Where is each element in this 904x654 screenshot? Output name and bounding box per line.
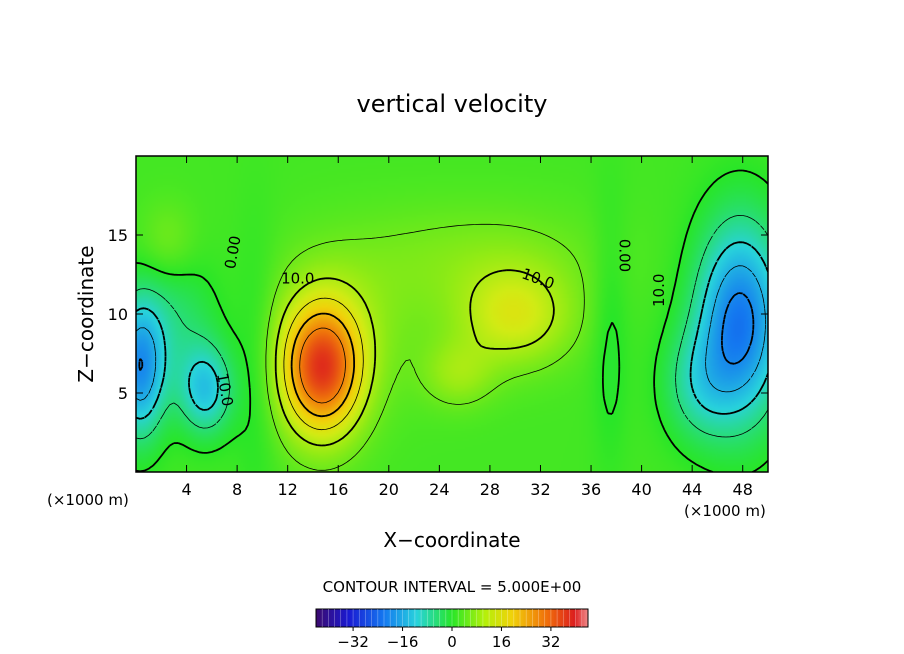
x-axis-label: X−coordinate xyxy=(383,528,520,552)
contour-lines xyxy=(136,169,768,472)
y-tick-label: 5 xyxy=(118,384,128,403)
x-tick-label: 32 xyxy=(530,480,550,499)
x-tick-label: 12 xyxy=(278,480,298,499)
x-tick-label: 8 xyxy=(232,480,242,499)
contour-line xyxy=(136,241,768,420)
x-tick-label: 36 xyxy=(581,480,601,499)
contour-label: 0.00 xyxy=(615,239,633,272)
x-unit-right: (×1000 m) xyxy=(684,502,766,520)
y-tick-label: 15 xyxy=(108,226,128,245)
contour-line xyxy=(283,297,364,431)
x-tick-label: 4 xyxy=(181,480,191,499)
contour-line xyxy=(299,327,346,404)
colorbar-stripes xyxy=(321,609,583,627)
x-tick-label: 16 xyxy=(328,480,348,499)
contour-line xyxy=(138,292,755,371)
x-tick-label: 44 xyxy=(682,480,702,499)
colorbar-ticks: −32 −16 0 16 32 xyxy=(337,627,560,651)
contour-label: 10.0 xyxy=(213,372,237,408)
y-axis: 5 10 15 xyxy=(108,226,768,403)
x-tick-label: 40 xyxy=(631,480,651,499)
x-axis: 4 8 12 16 20 24 28 32 36 40 44 48 xyxy=(181,156,753,499)
contour-line xyxy=(274,269,555,447)
colorbar-tick-label: 0 xyxy=(447,633,457,651)
x-tick-label: 24 xyxy=(429,480,449,499)
contour-line xyxy=(136,265,766,401)
colorbar-tick-label: −16 xyxy=(387,633,419,651)
x-tick-label: 48 xyxy=(733,480,753,499)
contour-line xyxy=(290,312,355,418)
contour-interval-label: CONTOUR INTERVAL = 5.000E+00 xyxy=(323,578,582,596)
contour-line xyxy=(265,223,585,471)
contour-label: 10.0 xyxy=(281,270,314,288)
velocity-field xyxy=(136,156,768,472)
contour-line xyxy=(136,169,768,472)
y-axis-label: Z−coordinate xyxy=(74,245,98,382)
colorbar-tick-label: −32 xyxy=(337,633,369,651)
colorbar-tick-label: 32 xyxy=(541,633,560,651)
chart-title: vertical velocity xyxy=(357,90,548,118)
colorbar: −32 −16 0 16 32 xyxy=(315,608,589,651)
x-tick-label: 28 xyxy=(480,480,500,499)
plot-area xyxy=(136,156,768,472)
contour-label: 10.0 xyxy=(650,274,668,307)
x-unit-left: (×1000 m) xyxy=(47,491,129,509)
contour-line xyxy=(136,215,768,440)
y-tick-label: 10 xyxy=(108,305,128,324)
colorbar-tick-label: 16 xyxy=(492,633,511,651)
x-tick-label: 20 xyxy=(379,480,399,499)
contour-label: 0.00 xyxy=(221,234,245,270)
